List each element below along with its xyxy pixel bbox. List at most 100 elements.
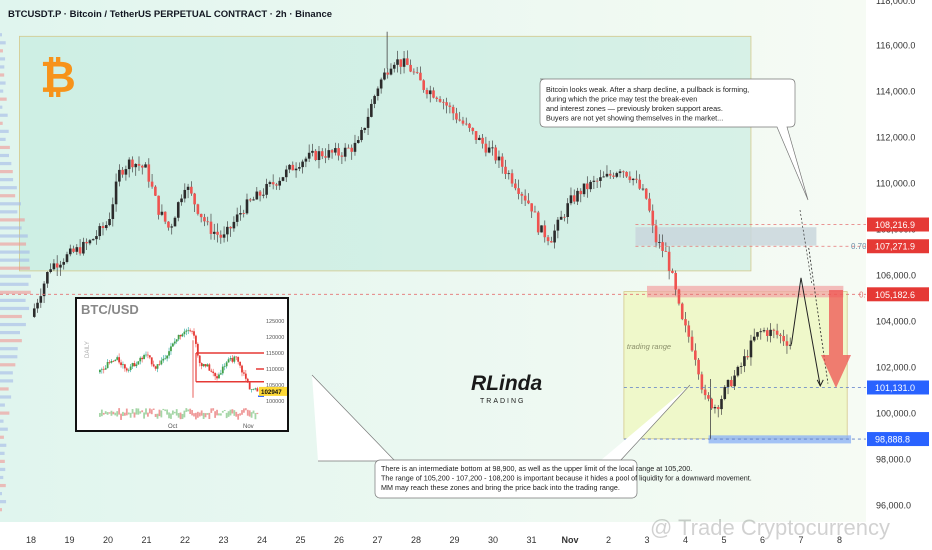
- inset-volume-bar: [135, 408, 138, 415]
- candle-body: [150, 181, 154, 187]
- inset-candle-body: [141, 357, 144, 360]
- inset-volume-bar: [196, 411, 199, 418]
- candle-body: [648, 198, 651, 211]
- volume-profile-bar: [0, 97, 7, 101]
- candle-body: [631, 178, 635, 181]
- volume-profile-bar: [0, 202, 21, 206]
- volume-profile-bar: [0, 387, 9, 391]
- inset-candle-body: [254, 388, 257, 390]
- candle-body: [163, 211, 167, 222]
- volume-profile-bar: [0, 322, 26, 327]
- price-tag-label: 101,131.0: [875, 383, 915, 393]
- candle-body: [533, 211, 537, 213]
- candle-body: [438, 98, 442, 102]
- time-axis-tick: 2: [606, 535, 611, 545]
- candle-body: [242, 213, 246, 214]
- time-axis-tick: 22: [180, 535, 190, 545]
- candle-body: [589, 181, 592, 190]
- candle-body: [556, 219, 560, 231]
- candle-body: [160, 211, 164, 215]
- price-axis[interactable]: [866, 0, 932, 550]
- time-axis-tick: 8: [837, 535, 842, 545]
- inset-candle-body: [120, 362, 122, 366]
- candle-body: [196, 204, 200, 214]
- candle-body: [481, 137, 484, 144]
- down-arrow-icon: [821, 290, 851, 388]
- inset-y-tick: 125000: [266, 319, 284, 325]
- inset-volume-bar: [162, 408, 165, 411]
- inset-candle-body: [214, 373, 217, 377]
- candle-body: [661, 242, 664, 251]
- candle-body: [360, 129, 363, 141]
- inset-candle-body: [171, 343, 174, 347]
- inset-candle-body: [112, 360, 115, 362]
- inset-candle-body: [177, 334, 180, 340]
- candle-body: [474, 131, 478, 140]
- inset-volume-bar: [156, 413, 159, 419]
- candle-body: [392, 64, 396, 69]
- time-axis-tick: 21: [141, 535, 151, 545]
- inset-price-tag: [259, 386, 287, 396]
- inset-volume-bar: [252, 410, 255, 414]
- volume-profile-bar: [0, 266, 30, 270]
- inset-candle-body: [160, 360, 163, 365]
- volume-profile-bar: [0, 89, 4, 93]
- candle-body: [546, 237, 550, 242]
- inset-volume-bar: [218, 413, 220, 416]
- volume-profile-bar: [0, 121, 3, 125]
- inset-candle-body: [133, 363, 136, 367]
- candle-body: [530, 203, 533, 212]
- candle-body: [52, 263, 56, 270]
- inset-x-tick: Oct: [168, 424, 178, 430]
- candle-body: [576, 190, 579, 202]
- candle-body: [42, 283, 46, 297]
- inset-candle-body: [185, 330, 188, 332]
- candle-body: [638, 179, 641, 189]
- candle-body: [183, 189, 187, 199]
- candle-body: [157, 195, 160, 215]
- candle-body: [703, 389, 707, 396]
- candle-body: [723, 386, 727, 400]
- candle-body: [288, 164, 291, 170]
- candle-body: [769, 329, 772, 336]
- price-axis-tick: 98,000.0: [876, 455, 911, 465]
- price-tag: [867, 287, 929, 302]
- candle-body: [536, 212, 540, 233]
- inset-volume-bar: [164, 409, 167, 412]
- candle-body: [425, 89, 429, 95]
- inset-volume-bar: [108, 412, 111, 414]
- inset-volume-bar: [120, 413, 122, 420]
- inset-candle-body: [244, 373, 247, 379]
- inset-candle-body: [100, 369, 103, 371]
- inset-candle-body: [191, 331, 193, 332]
- inset-candle-body: [152, 364, 155, 367]
- inset-volume-bar: [235, 411, 238, 417]
- time-axis-tick: 6: [760, 535, 765, 545]
- candle-body: [730, 379, 733, 387]
- price-tag-label: 105,182.6: [875, 290, 915, 300]
- time-axis-tick: 25: [295, 535, 305, 545]
- candle-body: [746, 356, 749, 358]
- candle-body: [680, 303, 684, 320]
- candle-body: [569, 195, 573, 204]
- candle-body: [298, 167, 301, 169]
- candle-body: [625, 171, 628, 177]
- candle-body: [72, 248, 75, 252]
- volume-profile-bar: [0, 459, 5, 463]
- inset-y-tick: 110000: [266, 367, 284, 373]
- inset-volume-bar: [221, 410, 224, 413]
- price-tag: [867, 217, 929, 232]
- candle-body: [491, 147, 494, 149]
- inset-volume-bar: [181, 413, 184, 420]
- candle-body: [442, 101, 445, 103]
- volume-profile-bar: [0, 49, 3, 53]
- inset-candle-body: [135, 364, 138, 367]
- candle-body: [566, 203, 569, 217]
- inset-volume-bar: [106, 412, 109, 415]
- time-axis[interactable]: [0, 525, 866, 550]
- candle-body: [327, 150, 331, 158]
- candle-body: [677, 289, 681, 304]
- inset-volume-bar: [177, 413, 180, 418]
- inset-volume-bar: [150, 409, 153, 415]
